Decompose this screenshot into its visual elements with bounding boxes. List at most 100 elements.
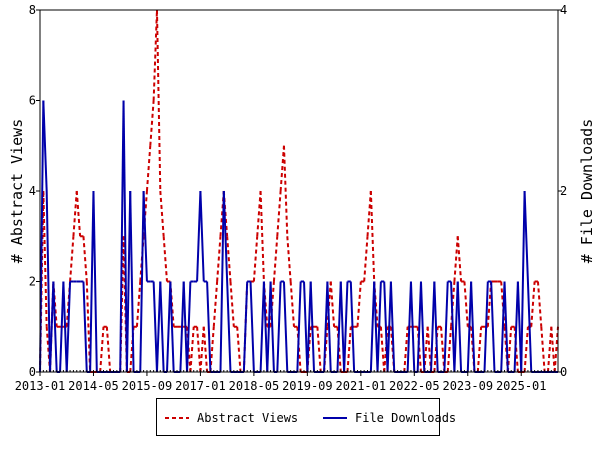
legend: Abstract Views File Downloads <box>156 398 456 436</box>
abstract-views-segment <box>363 236 369 282</box>
abstract-views-segment <box>356 281 362 327</box>
abstract-views-segment <box>82 236 88 282</box>
file-downloads-segment <box>376 281 382 373</box>
abstract-views-segment <box>149 100 155 146</box>
solid-line-swatch <box>323 417 347 419</box>
file-downloads-segment <box>45 190 52 373</box>
abstract-views-segment <box>256 190 262 237</box>
abstract-views-segment <box>366 190 372 237</box>
abstract-views-segment <box>369 190 376 282</box>
file-downloads-segment <box>282 281 289 373</box>
file-downloads-segment <box>179 281 185 373</box>
x-tick-label: 2021-01 <box>336 379 387 393</box>
file-downloads-segment <box>182 281 189 373</box>
file-downloads-segment <box>373 281 379 373</box>
abstract-views-segment <box>189 326 195 373</box>
abstract-views-segment <box>379 326 386 373</box>
abstract-views-segment <box>540 326 546 373</box>
x-tick-label: 2018-05 <box>229 379 280 393</box>
file-downloads-segment <box>159 281 165 373</box>
abstract-views-segment <box>403 326 409 373</box>
file-downloads-segment <box>129 190 135 373</box>
abstract-views-segment <box>252 236 259 282</box>
y-tick-label: 2 <box>29 275 36 289</box>
abstract-views-segment <box>155 9 162 192</box>
file-downloads-segment <box>122 100 128 373</box>
file-downloads-segment <box>266 281 272 373</box>
file-downloads-segment <box>165 281 172 373</box>
y-axis-label: # Abstract Views <box>8 119 26 264</box>
file-downloads-segment <box>276 281 282 373</box>
file-downloads-segment <box>222 190 229 282</box>
abstract-views-segment <box>272 236 279 282</box>
abstract-views-segment <box>446 326 453 373</box>
file-downloads-segment <box>142 190 148 282</box>
y2-axis-label: # File Downloads <box>578 119 596 264</box>
y-tick-label: 0 <box>29 365 36 379</box>
x-tick-label: 2014-05 <box>68 379 119 393</box>
file-downloads-segment <box>306 281 312 373</box>
x-tick-label: 2023-09 <box>442 379 493 393</box>
abstract-views-segment <box>75 190 82 237</box>
file-downloads-segment <box>92 190 98 373</box>
abstract-views-segment <box>145 145 152 192</box>
series-layer <box>39 9 559 373</box>
file-downloads-segment <box>490 281 496 373</box>
x-tick-label: 2017-01 <box>175 379 226 393</box>
file-downloads-segment <box>196 190 202 282</box>
abstract-views-segment <box>216 236 222 282</box>
file-downloads-segment <box>186 281 192 373</box>
file-downloads-segment <box>49 281 55 373</box>
dashed-line-swatch <box>165 417 189 419</box>
file-downloads-segment <box>39 100 45 373</box>
abstract-views-segment <box>289 281 295 327</box>
file-downloads-segment <box>89 190 95 373</box>
file-downloads-segment <box>503 281 509 373</box>
x-tick-label: 2022-05 <box>389 379 440 393</box>
abstract-views-segment <box>286 236 292 282</box>
file-downloads-segment <box>336 281 342 373</box>
file-downloads-segment <box>450 281 456 373</box>
file-downloads-segment <box>443 281 449 373</box>
abstract-views-segment <box>276 190 282 237</box>
abstract-views-segment <box>329 281 336 327</box>
abstract-views-segment <box>553 326 559 373</box>
file-downloads-segment <box>42 100 48 192</box>
file-downloads-segment <box>500 281 506 373</box>
abstract-views-segment <box>476 326 483 373</box>
abstract-views-segment <box>316 326 322 373</box>
file-downloads-segment <box>62 281 68 373</box>
y-tick-label: 8 <box>29 3 36 17</box>
abstract-views-segment <box>162 236 168 282</box>
file-downloads-segment <box>513 281 519 373</box>
file-downloads-segment <box>470 281 476 373</box>
abstract-views-segment <box>550 326 556 373</box>
x-tick-label: 2025-01 <box>496 379 547 393</box>
abstract-views-segment <box>229 281 235 327</box>
file-downloads-segment <box>82 281 88 373</box>
abstract-views-segment <box>42 190 48 327</box>
abstract-views-segment <box>196 326 202 373</box>
file-downloads-segment <box>369 281 376 373</box>
file-downloads-segment <box>259 281 265 373</box>
x-tick-label: 2019-09 <box>282 379 333 393</box>
file-downloads-segment <box>309 281 316 373</box>
file-downloads-segment <box>406 281 412 373</box>
abstract-views-segment <box>212 281 219 327</box>
abstract-views-segment <box>279 145 285 192</box>
abstract-views-segment <box>99 326 105 373</box>
file-downloads-segment <box>169 281 175 373</box>
file-downloads-segment <box>416 281 422 373</box>
file-downloads-segment <box>520 190 526 373</box>
y-tick-label: 6 <box>29 94 36 108</box>
abstract-views-segment <box>523 326 529 373</box>
file-downloads-segment <box>219 190 225 373</box>
abstract-views-segment <box>456 236 463 282</box>
y-tick-label: 4 <box>29 184 36 198</box>
file-downloads-segment <box>386 281 392 373</box>
abstract-views-segment <box>152 9 158 101</box>
abstract-views-segment <box>105 326 112 373</box>
file-downloads-segment <box>206 281 212 373</box>
file-downloads-segment <box>59 281 65 373</box>
